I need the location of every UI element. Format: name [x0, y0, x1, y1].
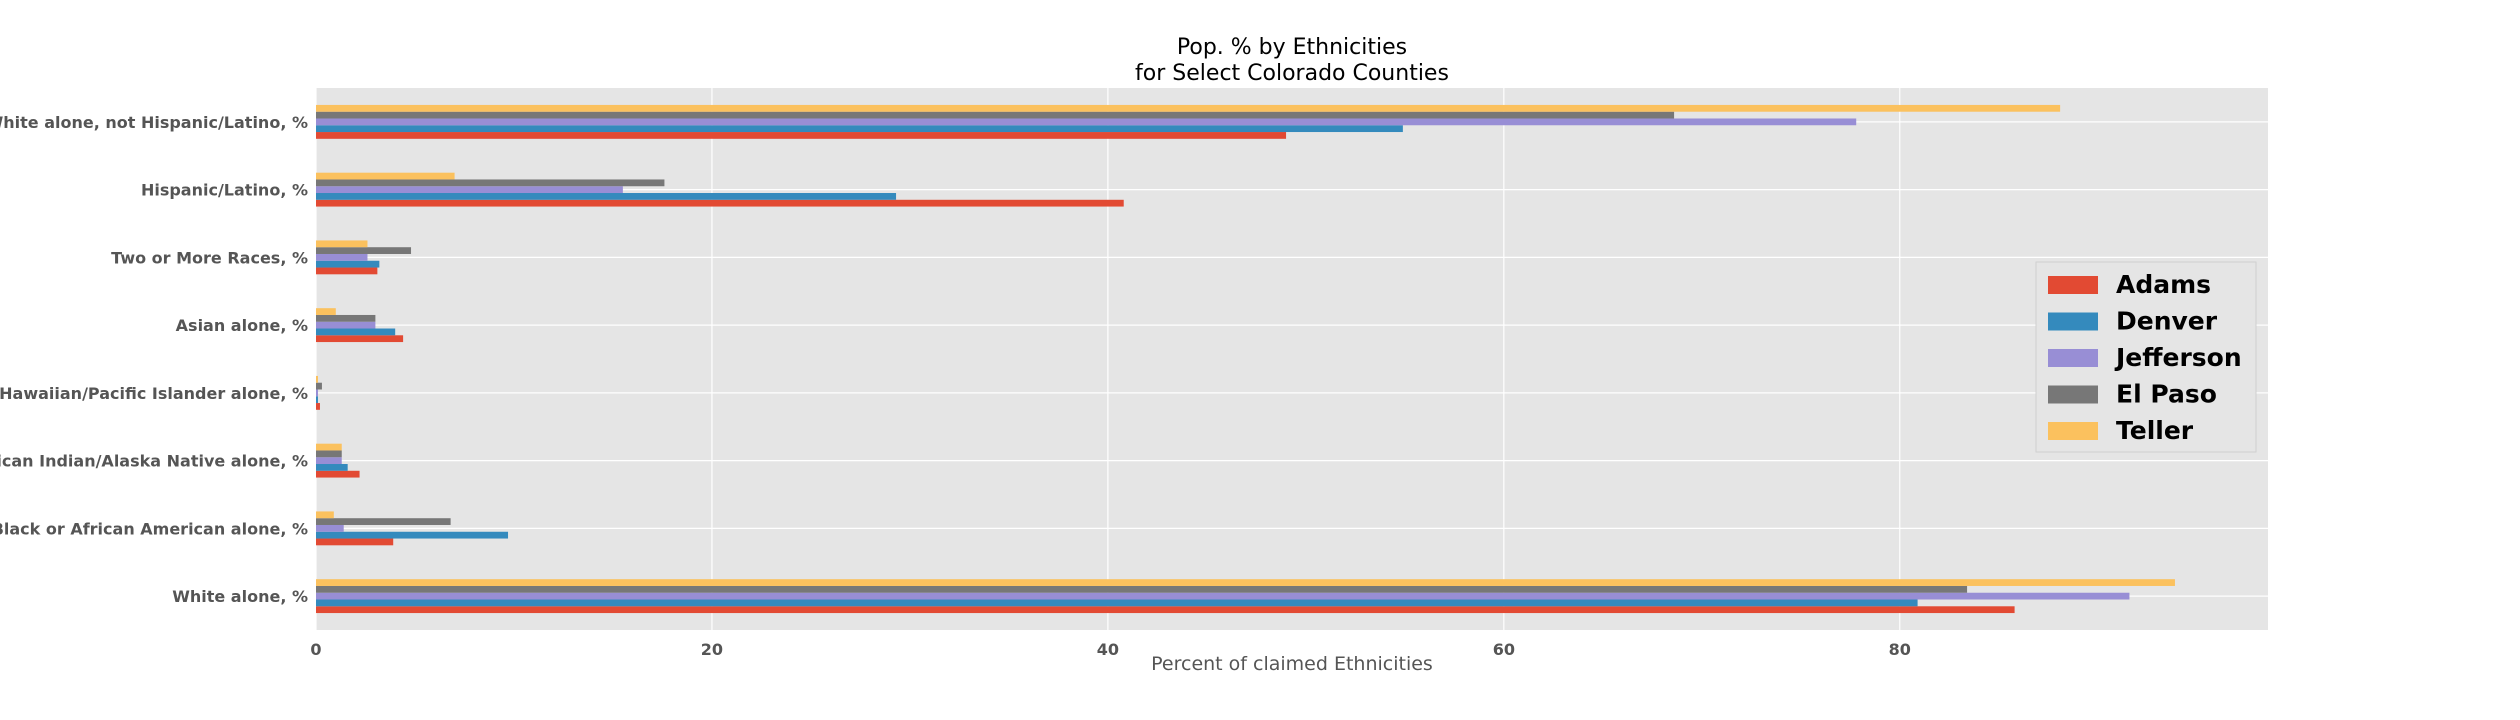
y-tick-label: Native Hawaiian/Pacific Islander alone, …	[0, 384, 308, 403]
legend-label: Denver	[2116, 307, 2218, 336]
bar-denver	[316, 125, 1403, 133]
bar-teller	[316, 443, 342, 451]
bar-adams	[316, 132, 1287, 139]
legend: Adams Denver Jefferson El Paso Teller	[2035, 261, 2257, 453]
x-axis-ticks: 0 20 40 60 80	[310, 640, 1910, 659]
bars	[316, 104, 2175, 614]
bar-adams	[316, 470, 360, 478]
chart-title-line: for Select Colorado Counties	[1135, 61, 1449, 86]
bar-teller	[316, 579, 2175, 586]
x-tick-label: 20	[701, 640, 723, 659]
bar-adams	[316, 606, 2015, 614]
legend-swatch	[2048, 349, 2098, 367]
bar-el-paso	[316, 585, 1968, 593]
bar-jefferson	[316, 389, 318, 397]
bar-denver	[316, 260, 380, 268]
bar-denver	[316, 328, 396, 336]
legend-swatch	[2048, 276, 2098, 294]
bar-jefferson	[316, 118, 1857, 126]
bar-denver	[316, 464, 348, 471]
bar-jefferson	[316, 321, 376, 329]
chart-title-line: Pop. % by Ethnicities	[1177, 35, 1407, 60]
y-tick-label: White alone, not Hispanic/Latino, %	[0, 113, 308, 132]
x-tick-label: 40	[1097, 640, 1119, 659]
bar-jefferson	[316, 186, 623, 194]
legend-swatch	[2048, 312, 2098, 331]
plot-area	[316, 88, 2268, 630]
bar-denver	[316, 531, 509, 539]
bar-el-paso	[316, 382, 322, 390]
bar-denver	[316, 193, 897, 200]
bar-el-paso	[316, 179, 665, 187]
y-tick-label: Black or African American alone, %	[0, 519, 308, 538]
bar-teller	[316, 308, 336, 315]
bar-teller	[316, 240, 368, 248]
legend-label: El Paso	[2116, 380, 2217, 409]
y-axis-labels: White alone, % Black or African American …	[0, 113, 308, 606]
legend-label: Jefferson	[2114, 343, 2242, 372]
bar-jefferson	[316, 253, 368, 261]
bar-jefferson	[316, 524, 344, 532]
x-axis-label: Percent of claimed Ethnicities	[1151, 653, 1433, 675]
bar-adams	[316, 267, 378, 275]
bar-el-paso	[316, 450, 342, 458]
bar-teller	[316, 172, 455, 180]
y-tick-label: American Indian/Alaska Native alone, %	[0, 452, 308, 471]
x-tick-label: 0	[310, 640, 321, 659]
bar-jefferson	[316, 592, 2130, 600]
legend-swatch	[2048, 422, 2098, 440]
bar-adams	[316, 403, 320, 410]
y-tick-label: Two or More Races, %	[111, 248, 308, 267]
legend-label: Teller	[2116, 416, 2194, 445]
bar-el-paso	[316, 111, 1675, 119]
bar-teller	[316, 375, 318, 383]
x-tick-label: 60	[1493, 640, 1515, 659]
x-tick-label: 80	[1889, 640, 1911, 659]
bar-jefferson	[316, 457, 342, 465]
bar-el-paso	[316, 518, 451, 525]
bar-denver	[316, 599, 1918, 607]
bar-adams	[316, 538, 394, 546]
y-tick-label: Asian alone, %	[176, 316, 308, 335]
legend-label: Adams	[2116, 270, 2211, 299]
bar-adams	[316, 199, 1124, 207]
bar-teller	[316, 511, 334, 519]
y-tick-label: White alone, %	[172, 587, 308, 606]
legend-swatch	[2048, 385, 2098, 404]
bar-el-paso	[316, 247, 412, 254]
bar-denver	[316, 396, 318, 404]
bar-el-paso	[316, 314, 376, 322]
bar-teller	[316, 104, 2061, 112]
y-tick-label: Hispanic/Latino, %	[141, 181, 308, 200]
bar-adams	[316, 335, 404, 343]
